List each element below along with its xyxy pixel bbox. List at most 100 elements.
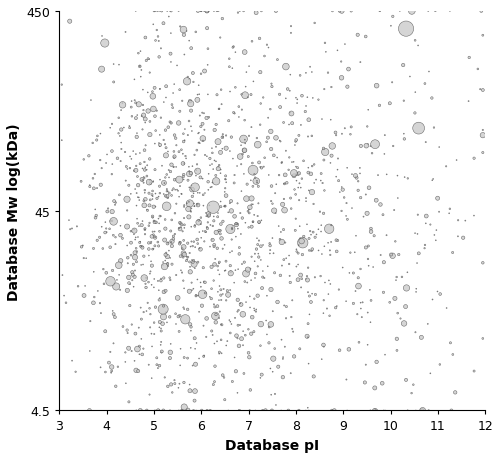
Point [108,161,116,168]
Point [110,311,118,318]
Point [332,174,340,181]
Point [358,314,366,321]
Point [366,143,374,151]
Point [308,246,316,253]
Point [146,56,154,64]
Point [302,109,310,116]
Point [260,155,268,162]
Point [180,176,188,184]
Point [212,256,220,263]
Point [153,195,161,202]
Point [78,244,86,251]
Point [160,289,168,296]
Point [135,324,143,331]
Point [215,297,223,304]
Point [154,8,162,16]
Point [180,172,188,179]
Point [132,407,140,414]
Point [176,239,184,246]
Point [132,245,140,252]
Point [113,277,121,284]
Point [158,162,166,170]
Point [192,340,200,347]
Point [112,383,120,390]
Point [204,171,212,178]
Point [254,142,262,149]
Point [185,199,193,206]
Point [230,172,238,179]
Point [304,360,312,368]
Point [148,214,156,222]
Point [138,127,146,134]
Point [270,355,278,363]
Point [376,8,384,16]
Point [192,361,200,368]
Point [248,253,256,261]
Point [414,231,422,238]
Point [430,124,438,132]
Point [288,111,296,118]
Point [114,130,122,138]
Point [418,334,426,341]
Point [304,277,312,284]
Point [344,84,351,91]
Point [221,396,229,403]
Point [298,275,306,283]
Point [190,397,198,404]
Point [166,8,174,16]
Point [309,95,317,102]
Point [343,165,351,172]
Point [129,271,137,279]
Point [229,45,237,52]
Point [226,330,234,337]
Point [142,274,150,282]
Point [250,212,258,219]
Point [195,91,203,99]
Point [448,407,456,414]
Point [178,191,186,198]
Point [302,195,310,202]
Point [203,407,211,414]
Point [176,312,184,319]
Point [166,341,174,348]
Point [220,189,228,196]
Point [268,183,276,190]
Point [148,89,156,96]
Point [175,407,183,414]
Point [342,298,350,305]
Point [218,235,226,242]
Point [141,187,149,194]
Point [161,257,169,265]
Point [180,202,188,209]
Point [244,279,252,286]
Point [162,252,170,259]
Point [194,217,202,224]
Point [347,8,355,16]
Point [264,263,272,270]
Point [166,228,174,235]
Point [245,207,253,214]
Point [130,97,138,105]
Point [166,255,174,262]
Point [262,317,270,325]
Point [163,8,171,16]
Point [131,254,139,262]
Point [201,152,209,159]
Point [206,243,214,251]
Point [257,243,265,250]
Point [82,255,90,263]
Point [200,68,208,76]
Point [408,8,416,16]
Point [148,213,156,220]
Point [215,106,223,113]
Point [258,285,266,292]
Point [127,190,135,198]
Point [366,319,374,326]
Point [60,292,68,300]
Point [176,380,184,387]
Point [164,263,172,270]
Point [111,202,119,209]
Point [156,86,164,93]
Point [316,273,324,280]
Point [228,208,235,215]
